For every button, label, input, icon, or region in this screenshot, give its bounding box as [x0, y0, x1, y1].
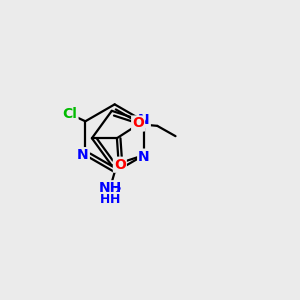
Text: 2: 2 — [113, 186, 121, 196]
Text: Cl: Cl — [63, 107, 77, 121]
Text: H: H — [110, 193, 121, 206]
Text: N: N — [138, 150, 150, 164]
Text: NH: NH — [99, 181, 122, 195]
Text: N: N — [138, 113, 150, 127]
Text: H: H — [100, 193, 110, 206]
Text: O: O — [132, 116, 144, 130]
Text: N: N — [77, 148, 89, 162]
Text: O: O — [114, 158, 126, 172]
